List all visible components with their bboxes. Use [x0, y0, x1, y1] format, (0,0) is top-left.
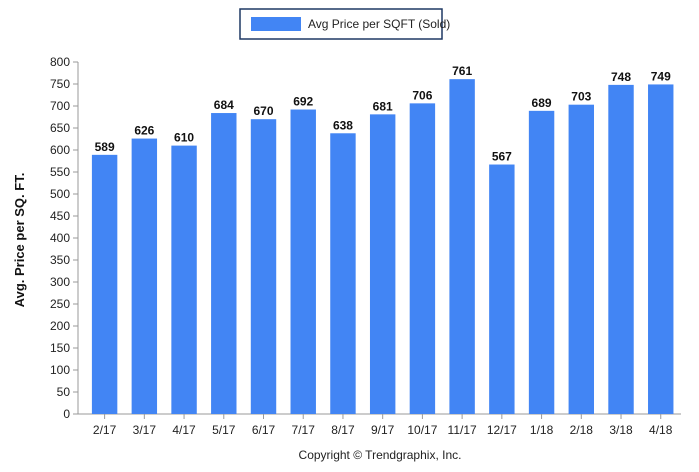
y-tick-label: 200	[50, 319, 70, 333]
x-tick-label: 4/18	[649, 423, 673, 437]
value-labels: 589 626 610 684 670 692 638 681 706 761 567 689 703 7…	[95, 64, 671, 163]
bar-value-label: 681	[373, 99, 393, 113]
bar-value-label: 610	[174, 131, 194, 145]
bar	[369, 114, 396, 415]
bar	[330, 133, 356, 414]
bar-value-label: 626	[134, 124, 154, 138]
bar	[211, 113, 237, 414]
y-tick-label: 550	[50, 165, 70, 179]
x-tick-label: 9/17	[371, 423, 395, 437]
y-axis-title: Avg. Price per SQ. FT.	[12, 173, 27, 308]
x-tick-label: 2/18	[570, 423, 594, 437]
bar-value-label: 749	[651, 69, 671, 83]
y-tick-label: 250	[50, 297, 70, 311]
y-tick-label: 150	[50, 341, 70, 355]
bar	[528, 110, 555, 414]
bar-value-label: 748	[611, 70, 631, 84]
y-tick-label: 800	[50, 55, 70, 69]
bar	[648, 84, 674, 414]
bar	[449, 79, 475, 414]
y-tick-label: 700	[50, 99, 70, 113]
bar	[131, 138, 158, 414]
bar-value-label: 670	[253, 104, 273, 118]
copyright-text: Copyright © Trendgraphix, Inc.	[299, 448, 462, 462]
bar-value-label: 589	[95, 140, 115, 154]
x-tick-label: 10/17	[407, 423, 437, 437]
y-tick-label: 600	[50, 143, 70, 157]
bar	[409, 103, 436, 415]
bar	[171, 145, 197, 414]
x-tick-label: 7/17	[292, 423, 316, 437]
bar	[250, 119, 277, 414]
x-tick-label: 6/17	[252, 423, 276, 437]
x-tick-label: 1/18	[530, 423, 554, 437]
bar-value-label: 684	[214, 98, 234, 112]
y-ticks: 0 50 100 150 200 250 300 350 400 450 500 550 600 650 7…	[50, 55, 78, 421]
y-tick-label: 50	[57, 385, 71, 399]
legend-swatch	[251, 17, 301, 31]
bar-value-label: 567	[492, 150, 512, 164]
bar	[91, 154, 118, 414]
y-tick-label: 350	[50, 253, 70, 267]
x-tick-label: 5/17	[212, 423, 236, 437]
bar	[489, 164, 515, 414]
bar-value-label: 638	[333, 118, 353, 132]
x-tick-label: 3/17	[133, 423, 157, 437]
x-tick-label: 3/18	[609, 423, 633, 437]
y-tick-label: 300	[50, 275, 70, 289]
x-tick-label: 12/17	[487, 423, 517, 437]
legend-label: Avg Price per SQFT (Sold)	[308, 17, 450, 31]
bar	[608, 84, 634, 414]
bar-value-label: 703	[571, 90, 591, 104]
y-tick-label: 750	[50, 77, 70, 91]
y-tick-label: 100	[50, 363, 70, 377]
bar	[568, 104, 595, 415]
y-tick-label: 650	[50, 121, 70, 135]
x-tick-label: 2/17	[93, 423, 117, 437]
bar-value-label: 761	[452, 64, 472, 78]
x-tick-label: 4/17	[172, 423, 196, 437]
bar-value-label: 692	[293, 95, 313, 109]
y-tick-label: 500	[50, 187, 70, 201]
bar-value-label: 706	[412, 88, 432, 102]
y-tick-label: 0	[63, 407, 70, 421]
y-tick-label: 400	[50, 231, 70, 245]
bar	[290, 109, 316, 415]
x-tick-label: 11/17	[448, 423, 477, 437]
x-ticks: 2/17 3/17 4/17 5/17 6/17 7/17 8/17 9/17 10/17 11/…	[93, 414, 673, 437]
legend: Avg Price per SQFT (Sold)	[239, 8, 450, 40]
x-tick-label: 8/17	[331, 423, 355, 437]
bar-value-label: 689	[532, 96, 552, 110]
y-tick-label: 450	[50, 209, 70, 223]
bars	[91, 79, 674, 415]
